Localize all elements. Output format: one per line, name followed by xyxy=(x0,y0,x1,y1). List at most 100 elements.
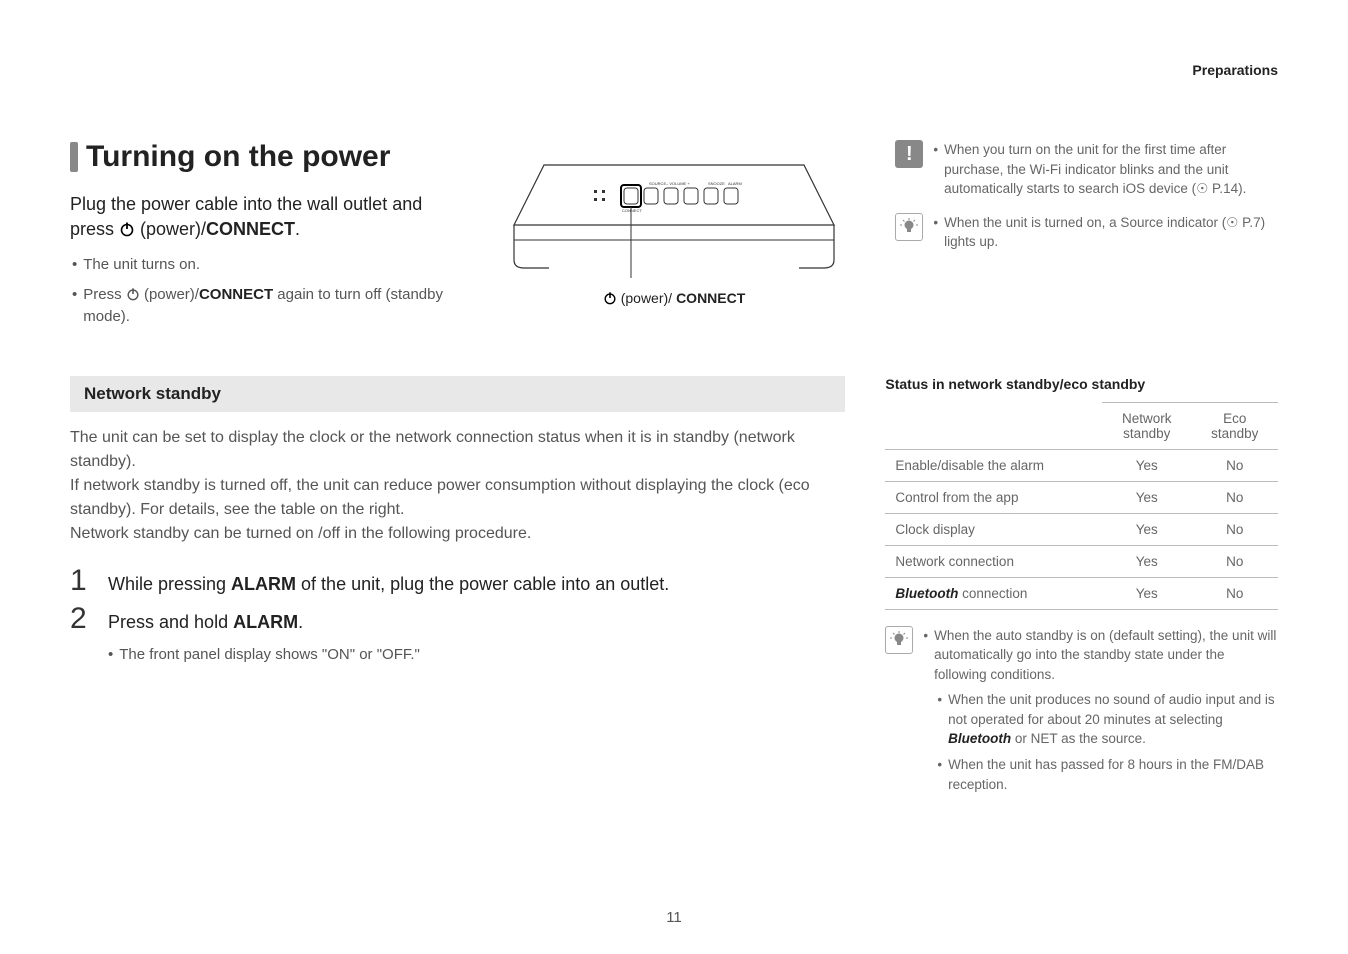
table-cell: No xyxy=(1191,481,1278,513)
device-caption: (power)/CONNECT xyxy=(603,290,746,306)
network-standby-body: The unit can be set to display the clock… xyxy=(70,426,845,546)
tip-note: When the unit is turned on, a Source ind… xyxy=(895,213,1278,252)
left-column: Turning on the power Plug the power cabl… xyxy=(70,140,453,336)
network-standby-heading: Network standby xyxy=(70,376,845,412)
section-title-bar xyxy=(70,142,78,172)
table-cell: Yes xyxy=(1102,513,1191,545)
subheading-part: (power)/ xyxy=(135,219,206,239)
subheading-connect: CONNECT xyxy=(206,219,295,239)
svg-text:SOURCE: SOURCE xyxy=(649,181,666,186)
lightbulb-icon xyxy=(900,218,918,236)
power-icon xyxy=(126,287,140,301)
status-table-title: Status in network standby/eco standby xyxy=(885,376,1278,392)
tip-item: When the unit is turned on, a Source ind… xyxy=(933,213,1278,252)
auto-standby-list: When the auto standby is on (default set… xyxy=(923,626,1278,685)
device-svg: SOURCE – VOLUME + SNOOZE ALARM CONNECT xyxy=(494,150,854,290)
table-row: Control from the appYesNo xyxy=(885,481,1278,513)
step-number: 1 xyxy=(70,564,94,598)
bullet-part: (power)/ xyxy=(140,286,199,303)
table-cell: Yes xyxy=(1102,545,1191,577)
table-cell: Yes xyxy=(1102,577,1191,609)
auto-standby-lead-text: When the auto standby is on (default set… xyxy=(934,626,1278,685)
svg-text:ALARM: ALARM xyxy=(728,181,742,186)
auto-standby-note: When the auto standby is on (default set… xyxy=(885,626,1278,801)
warning-item: When you turn on the unit for the first … xyxy=(933,140,1278,199)
subheading-part: . xyxy=(295,219,300,239)
table-row: Clock displayYesNo xyxy=(885,513,1278,545)
bullet-item: Press (power)/CONNECT again to turn off … xyxy=(72,284,453,328)
status-table-body: Enable/disable the alarmYesNoControl fro… xyxy=(885,449,1278,609)
step-text: While pressing ALARM of the unit, plug t… xyxy=(108,572,669,597)
step-part: While pressing xyxy=(108,574,231,594)
table-header-row: Networkstandby Ecostandby xyxy=(885,402,1278,449)
caption-part: (power)/ xyxy=(621,290,672,306)
table-header-cell: Ecostandby xyxy=(1191,402,1278,449)
lower-right: Status in network standby/eco standby Ne… xyxy=(885,376,1278,815)
table-header-cell xyxy=(885,402,1102,449)
warning-list: When you turn on the unit for the first … xyxy=(933,140,1278,199)
table-cell: Control from the app xyxy=(885,481,1102,513)
table-cell: Clock display xyxy=(885,513,1102,545)
page-number: 11 xyxy=(0,909,1348,926)
table-cell: No xyxy=(1191,449,1278,481)
lightbulb-icon xyxy=(890,631,908,649)
substep-text: The front panel display shows "ON" or "O… xyxy=(119,646,420,663)
table-row: Enable/disable the alarmYesNo xyxy=(885,449,1278,481)
auto-standby-subitem: When the unit produces no sound of audio… xyxy=(937,690,1278,749)
caption-connect: CONNECT xyxy=(676,290,745,306)
section-title: Turning on the power xyxy=(70,140,453,174)
device-diagram: SOURCE – VOLUME + SNOOZE ALARM CONNECT (… xyxy=(483,150,866,306)
table-cell: No xyxy=(1191,545,1278,577)
steps-list: 1 While pressing ALARM of the unit, plug… xyxy=(70,564,845,636)
status-table: Networkstandby Ecostandby Enable/disable… xyxy=(885,402,1278,610)
center-column: SOURCE – VOLUME + SNOOZE ALARM CONNECT (… xyxy=(483,140,866,336)
power-icon xyxy=(603,291,617,305)
auto-standby-subitem: When the unit has passed for 8 hours in … xyxy=(937,755,1278,794)
auto-standby-sublist: When the unit produces no sound of audio… xyxy=(937,690,1278,794)
lower-left: Network standby The unit can be set to d… xyxy=(70,376,845,815)
tip-icon xyxy=(895,213,923,241)
bullet-part: Press xyxy=(83,286,126,303)
lower-grid: Network standby The unit can be set to d… xyxy=(70,376,1278,815)
svg-text:– VOLUME +: – VOLUME + xyxy=(666,181,690,186)
table-cell: No xyxy=(1191,577,1278,609)
step-alarm: ALARM xyxy=(231,574,296,594)
warning-text: When you turn on the unit for the first … xyxy=(944,140,1278,199)
step-number: 2 xyxy=(70,602,94,636)
table-row: Network connectionYesNo xyxy=(885,545,1278,577)
tip-icon xyxy=(885,626,913,654)
bullet-item: The unit turns on. xyxy=(72,254,453,276)
step-part: Press and hold xyxy=(108,612,233,632)
table-row: Bluetooth connectionYesNo xyxy=(885,577,1278,609)
table-cell: Yes xyxy=(1102,449,1191,481)
page-section-header: Preparations xyxy=(1192,62,1278,78)
table-cell: No xyxy=(1191,513,1278,545)
auto-standby-content: When the auto standby is on (default set… xyxy=(923,626,1278,801)
step-text: Press and hold ALARM. xyxy=(108,610,303,635)
bullet-connect: CONNECT xyxy=(199,286,273,303)
table-cell: Network connection xyxy=(885,545,1102,577)
step-item: 2 Press and hold ALARM. xyxy=(70,602,845,636)
table-cell: Bluetooth connection xyxy=(885,577,1102,609)
substeps: The front panel display shows "ON" or "O… xyxy=(108,646,845,663)
auto-standby-lead: When the auto standby is on (default set… xyxy=(923,626,1278,685)
svg-text:CONNECT: CONNECT xyxy=(622,208,642,213)
warning-note: ! When you turn on the unit for the firs… xyxy=(895,140,1278,199)
step-item: 1 While pressing ALARM of the unit, plug… xyxy=(70,564,845,598)
bullet-text: Press (power)/CONNECT again to turn off … xyxy=(83,284,452,328)
step-part: . xyxy=(298,612,303,632)
right-column: ! When you turn on the unit for the firs… xyxy=(895,140,1278,336)
bullet-text: The unit turns on. xyxy=(83,254,200,276)
substep-item: The front panel display shows "ON" or "O… xyxy=(108,646,845,663)
table-header-cell: Networkstandby xyxy=(1102,402,1191,449)
svg-text:SNOOZE: SNOOZE xyxy=(708,181,725,186)
tip-text: When the unit is turned on, a Source ind… xyxy=(944,213,1278,252)
step-alarm: ALARM xyxy=(233,612,298,632)
power-subheading: Plug the power cable into the wall outle… xyxy=(70,192,453,242)
power-icon xyxy=(119,221,135,237)
section-title-text: Turning on the power xyxy=(86,140,390,174)
table-cell: Enable/disable the alarm xyxy=(885,449,1102,481)
upper-grid: Turning on the power Plug the power cabl… xyxy=(70,140,1278,336)
warning-icon: ! xyxy=(895,140,923,168)
power-bullets: The unit turns on. Press (power)/CONNECT… xyxy=(70,254,453,327)
